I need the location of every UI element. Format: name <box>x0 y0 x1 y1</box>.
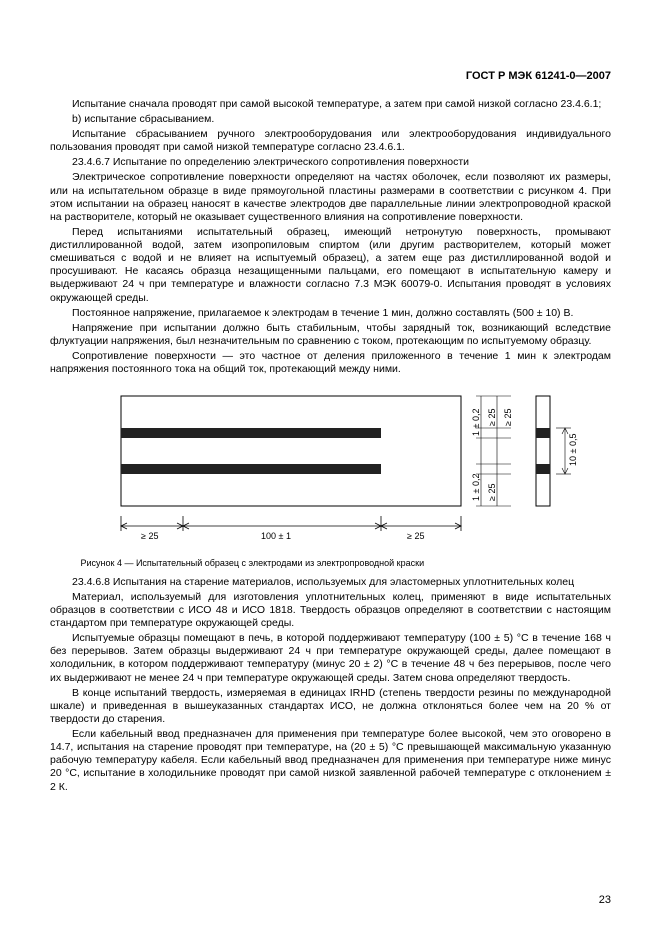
body-paragraph: Испытуемые образцы помещают в печь, в ко… <box>50 632 611 685</box>
dim-label: 1 ± 0,2 <box>471 409 481 436</box>
body-paragraph: Постоянное напряжение, прилагаемое к эле… <box>50 307 611 320</box>
body-paragraph: Электрическое сопротивление поверхности … <box>50 171 611 224</box>
figure-svg: ≥ 25 100 ± 1 ≥ 25 1 ± 0,2 ≥ 25 1 ± 0,2 ≥… <box>81 386 581 546</box>
body-paragraph: Напряжение при испытании должно быть ста… <box>50 322 611 348</box>
dim-label: 10 ± 0,5 <box>568 434 578 466</box>
body-paragraph: 23.4.6.7 Испытание по определению электр… <box>50 156 611 169</box>
body-paragraph: Испытание сбрасыванием ручного электрооб… <box>50 128 611 154</box>
doc-header: ГОСТ Р МЭК 61241-0—2007 <box>50 70 611 84</box>
body-paragraph: Материал, используемый для изготовления … <box>50 591 611 630</box>
dim-label: ≥ 25 <box>141 531 158 541</box>
dim-label: ≥ 25 <box>407 531 424 541</box>
figure-4: ≥ 25 100 ± 1 ≥ 25 1 ± 0,2 ≥ 25 1 ± 0,2 ≥… <box>81 386 581 569</box>
dim-label: ≥ 25 <box>487 409 497 426</box>
body-paragraph: 23.4.6.8 Испытания на старение материало… <box>50 576 611 589</box>
body-paragraph: Если кабельный ввод предназначен для при… <box>50 728 611 794</box>
dim-label: ≥ 25 <box>503 409 513 426</box>
body-paragraph: Перед испытаниями испытательный образец,… <box>50 226 611 305</box>
page: ГОСТ Р МЭК 61241-0—2007 Испытание сначал… <box>0 0 661 936</box>
figure-caption: Рисунок 4 — Испытательный образец с элек… <box>81 558 581 569</box>
body-paragraph: b) испытание сбрасыванием. <box>50 113 611 126</box>
dim-label: ≥ 25 <box>487 484 497 501</box>
dim-label: 100 ± 1 <box>261 531 291 541</box>
page-number: 23 <box>599 894 611 908</box>
body-paragraph: Испытание сначала проводят при самой выс… <box>50 98 611 111</box>
body-paragraph: В конце испытаний твердость, измеряемая … <box>50 687 611 726</box>
dim-label: 1 ± 0,2 <box>471 474 481 501</box>
body-paragraph: Сопротивление поверхности — это частное … <box>50 350 611 376</box>
